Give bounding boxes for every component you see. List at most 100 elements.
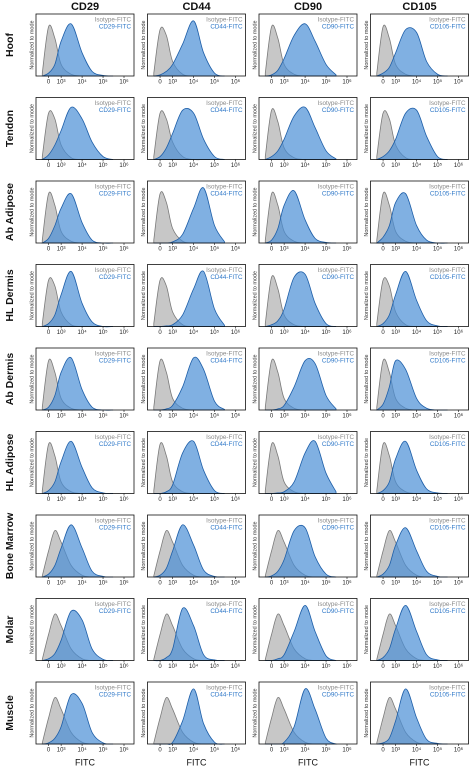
- x-tick-label: 0: [158, 497, 162, 503]
- legend-entry: CD29-FITC: [99, 24, 132, 31]
- x-tick-label: 10⁴: [300, 162, 310, 169]
- x-tick-label: 10³: [391, 80, 400, 86]
- legend-entry: CD90-FITC: [322, 441, 355, 448]
- x-tick-label: 10⁶: [454, 747, 464, 754]
- x-tick-label: 10⁴: [300, 246, 310, 253]
- panel-border: [258, 13, 358, 77]
- x-tick-label: 0: [47, 247, 51, 253]
- x-tick-label: 10⁶: [342, 663, 352, 670]
- legend-entry: CD90-FITC: [322, 24, 355, 31]
- x-tick-label: 10⁶: [342, 496, 352, 503]
- x-tick-label: 10⁴: [300, 496, 310, 503]
- marker-histogram: [376, 271, 448, 327]
- x-tick-label: 10³: [57, 80, 66, 86]
- x-tick-label: 10³: [280, 664, 289, 670]
- marker-histogram: [42, 440, 114, 494]
- legend-entry: Isotype-FITC: [318, 267, 355, 274]
- panel-border: [370, 514, 469, 578]
- x-tick-label: 10⁶: [231, 329, 241, 336]
- row-label: Muscle: [4, 695, 16, 731]
- y-axis-label: Normalized to mode: [29, 521, 35, 570]
- x-tick-label: 10³: [168, 581, 177, 587]
- y-axis-label: Normalized to mode: [252, 521, 258, 570]
- x-tick-label: 10³: [391, 414, 400, 420]
- x-axis-label: FITC: [298, 757, 318, 767]
- x-tick-label: 10⁴: [189, 413, 199, 420]
- panel-border: [258, 264, 358, 327]
- panel-border: [370, 347, 469, 411]
- panel-border: [147, 681, 246, 745]
- x-tick-label: 10⁴: [189, 580, 199, 587]
- x-tick-label: 0: [270, 497, 274, 503]
- x-tick-label: 10³: [391, 581, 400, 587]
- x-tick-label: 10⁶: [119, 580, 129, 587]
- x-tick-label: 0: [270, 664, 274, 670]
- x-tick-label: 0: [47, 414, 51, 420]
- legend-entry: Isotype-FITC: [318, 100, 355, 107]
- x-tick-label: 10⁵: [433, 747, 443, 754]
- x-tick-label: 10³: [391, 748, 400, 754]
- x-tick-label: 10⁴: [77, 747, 87, 754]
- legend-entry: CD44-FITC: [210, 107, 243, 114]
- x-tick-label: 10⁵: [98, 663, 108, 670]
- x-tick-label: 10³: [168, 330, 177, 336]
- legend-entry: CD105-FITC: [430, 274, 466, 281]
- row-label: Tendon: [4, 110, 16, 147]
- panel-border: [35, 180, 135, 244]
- legend-entry: CD105-FITC: [430, 24, 466, 31]
- x-tick-label: 0: [270, 330, 274, 336]
- x-tick-label: 10⁶: [342, 747, 352, 754]
- x-tick-label: 10⁵: [210, 747, 220, 754]
- legend-entry: CD44-FITC: [210, 274, 243, 281]
- x-tick-label: 10⁴: [77, 162, 87, 169]
- x-tick-label: 10⁶: [342, 413, 352, 420]
- y-axis-label: Normalized to mode: [141, 354, 147, 403]
- x-tick-label: 10⁵: [433, 246, 443, 253]
- legend-entry: Isotype-FITC: [429, 518, 466, 525]
- legend-entry: Isotype-FITC: [318, 351, 355, 358]
- x-axis-label: FITC: [75, 757, 95, 767]
- x-tick-label: 10³: [280, 330, 289, 336]
- x-tick-label: 10⁴: [189, 663, 199, 670]
- x-tick-label: 0: [381, 664, 385, 670]
- panel-border: [370, 97, 469, 160]
- legend-entry: CD90-FITC: [322, 608, 355, 615]
- y-axis-label: Normalized to mode: [141, 688, 147, 737]
- legend-entry: Isotype-FITC: [95, 601, 132, 608]
- x-tick-label: 10⁴: [412, 663, 422, 670]
- legend-entry: Isotype-FITC: [429, 267, 466, 274]
- legend-entry: Isotype-FITC: [318, 434, 355, 441]
- x-tick-label: 10⁴: [412, 162, 422, 169]
- legend-entry: Isotype-FITC: [95, 184, 132, 191]
- x-tick-label: 10⁴: [77, 663, 87, 670]
- legend-entry: Isotype-FITC: [95, 434, 132, 441]
- x-tick-label: 0: [381, 247, 385, 253]
- legend-entry: CD29-FITC: [99, 608, 132, 615]
- legend-entry: CD29-FITC: [99, 441, 132, 448]
- x-tick-label: 10⁴: [300, 329, 310, 336]
- panel-border: [35, 431, 135, 494]
- x-tick-label: 10⁴: [300, 747, 310, 754]
- x-tick-label: 10⁴: [412, 246, 422, 253]
- legend-entry: CD90-FITC: [322, 107, 355, 114]
- x-tick-label: 10⁵: [98, 747, 108, 754]
- panel-border: [147, 180, 246, 244]
- legend-entry: CD105-FITC: [430, 358, 466, 365]
- y-axis-label: Normalized to mode: [252, 20, 258, 69]
- x-tick-label: 10⁶: [454, 663, 464, 670]
- x-tick-label: 10⁵: [433, 162, 443, 169]
- marker-histogram: [376, 440, 448, 494]
- x-tick-label: 10⁴: [189, 79, 199, 86]
- x-tick-label: 10⁵: [321, 162, 331, 169]
- x-tick-label: 10⁵: [321, 747, 331, 754]
